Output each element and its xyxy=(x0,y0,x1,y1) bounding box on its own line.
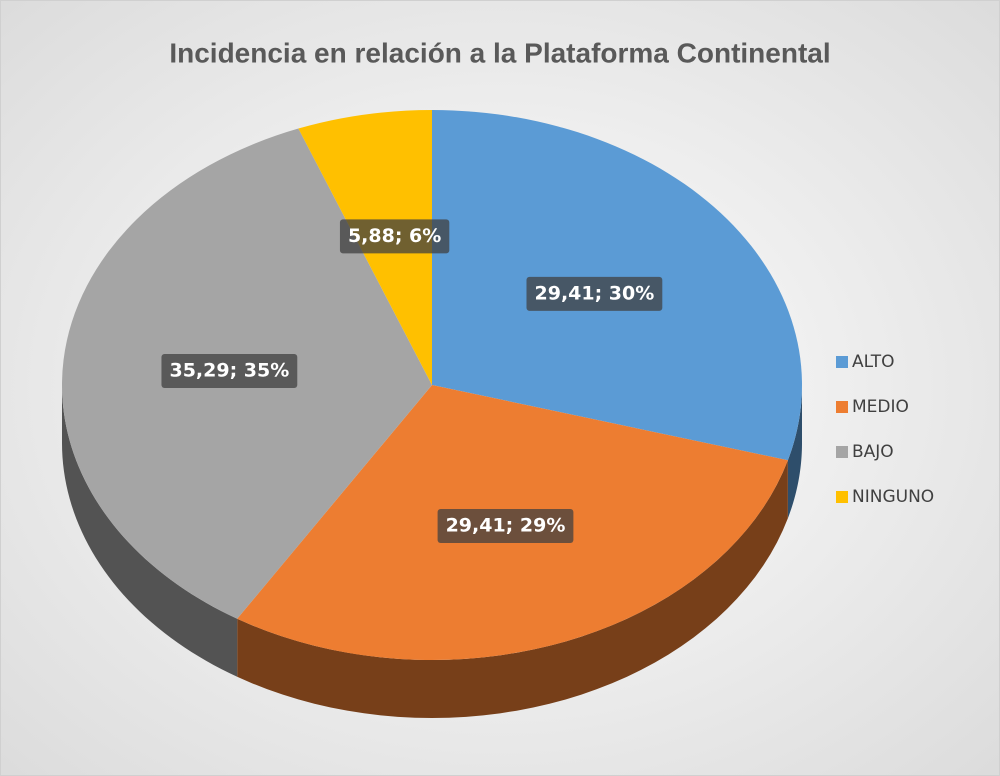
legend-label: ALTO xyxy=(852,352,895,372)
legend-swatch xyxy=(836,446,848,458)
data-label-box xyxy=(161,354,298,389)
pie xyxy=(61,110,802,718)
pie-side xyxy=(787,385,802,519)
data-labels: 29,41; 30% 29,41; 29% 35,29; 35% 5,88; 6% xyxy=(161,219,663,544)
legend: ALTO MEDIO BAJO NINGUNO xyxy=(836,352,934,507)
legend-swatch xyxy=(836,401,848,413)
pie-side xyxy=(62,385,238,677)
pie-side xyxy=(237,460,788,718)
legend-swatch xyxy=(836,491,848,503)
data-label: 35,29; 35% xyxy=(169,360,289,382)
data-label: 29,41; 30% xyxy=(535,282,655,304)
data-label: 29,41; 29% xyxy=(446,515,566,537)
legend-label: NINGUNO xyxy=(852,487,934,507)
data-label: 5,88; 6% xyxy=(348,225,441,247)
legend-swatch xyxy=(836,356,848,368)
data-label-box xyxy=(437,509,574,544)
chart-title: Incidencia en relación a la Plataforma C… xyxy=(169,37,830,68)
data-label-box xyxy=(526,276,663,311)
legend-label: MEDIO xyxy=(852,397,909,417)
legend-label: BAJO xyxy=(852,442,894,462)
data-label-box xyxy=(339,219,450,254)
